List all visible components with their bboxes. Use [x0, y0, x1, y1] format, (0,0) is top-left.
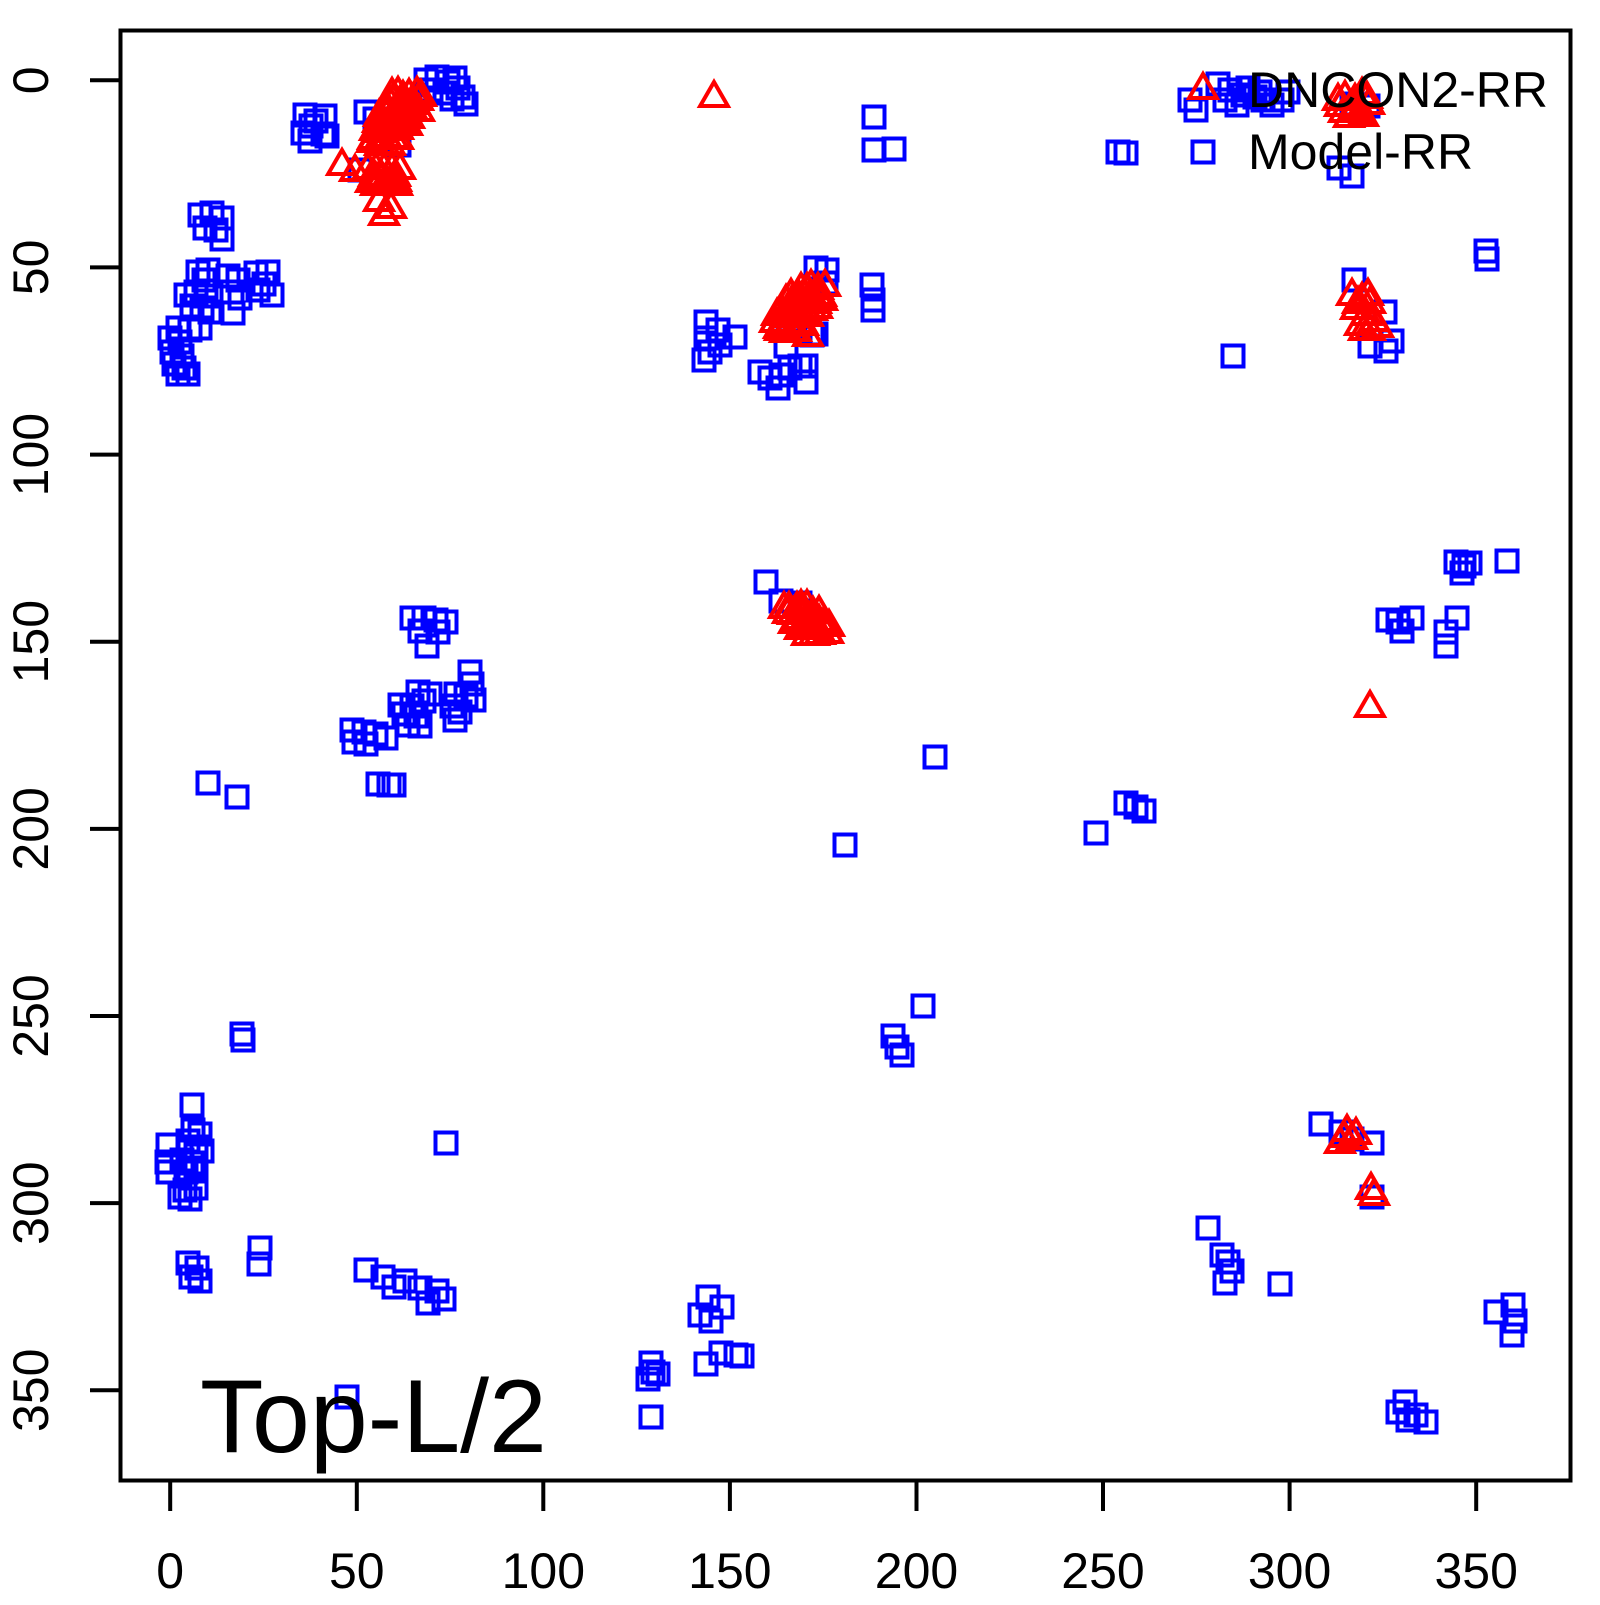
svg-text:50: 50 [329, 1543, 385, 1599]
svg-text:200: 200 [3, 787, 59, 870]
svg-text:DNCON2-RR: DNCON2-RR [1248, 62, 1548, 118]
svg-text:Model-RR: Model-RR [1248, 124, 1473, 180]
svg-text:250: 250 [1061, 1543, 1144, 1599]
svg-text:0: 0 [3, 66, 59, 94]
svg-text:350: 350 [3, 1349, 59, 1432]
svg-text:150: 150 [3, 600, 59, 683]
svg-text:100: 100 [502, 1543, 585, 1599]
svg-text:300: 300 [3, 1161, 59, 1244]
svg-text:0: 0 [156, 1543, 184, 1599]
svg-text:300: 300 [1248, 1543, 1331, 1599]
svg-text:250: 250 [3, 974, 59, 1057]
svg-text:50: 50 [3, 240, 59, 296]
svg-text:150: 150 [688, 1543, 771, 1599]
svg-text:200: 200 [875, 1543, 958, 1599]
svg-text:350: 350 [1434, 1543, 1517, 1599]
svg-text:100: 100 [3, 413, 59, 496]
svg-text:Top-L/2: Top-L/2 [200, 1359, 547, 1475]
